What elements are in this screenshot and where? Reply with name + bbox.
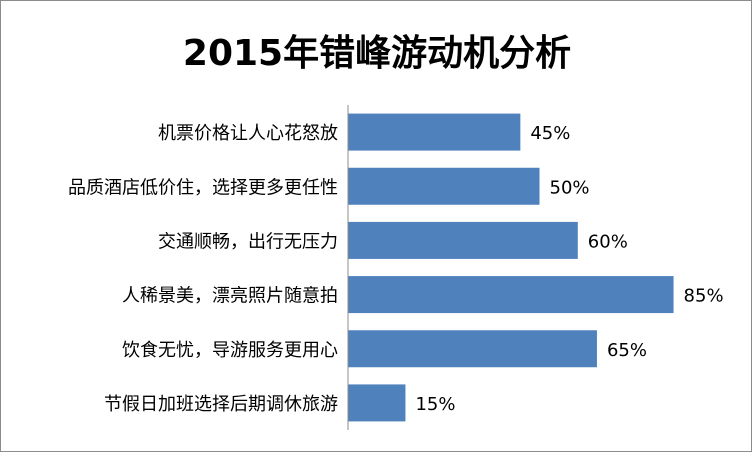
data-label: 60%: [588, 231, 628, 252]
category-labels: 机票价格让人心花怒放品质酒店低价住，选择更多更任性交通顺畅，出行无压力人稀景美，…: [68, 123, 338, 415]
data-label: 45%: [530, 123, 570, 144]
data-label: 15%: [415, 394, 455, 415]
data-label: 50%: [550, 177, 590, 198]
category-label: 品质酒店低价住，选择更多更任性: [68, 177, 338, 198]
bar: [348, 330, 597, 368]
category-label: 饮食无忧，导游服务更用心: [122, 340, 338, 361]
category-label: 机票价格让人心花怒放: [158, 123, 338, 144]
data-label: 65%: [607, 340, 647, 361]
bar: [348, 167, 540, 205]
category-label: 人稀景美，漂亮照片随意拍: [122, 286, 338, 307]
bar: [348, 276, 674, 314]
category-label: 交通顺畅，出行无压力: [158, 231, 338, 252]
bar: [348, 384, 406, 422]
bar-group: [348, 113, 674, 422]
data-label: 85%: [684, 286, 724, 307]
value-labels: 45% 50% 60% 85% 65% 15%: [415, 123, 723, 415]
bar: [348, 221, 578, 259]
category-label: 节假日加班选择后期调休旅游: [104, 394, 338, 415]
chart-title: 2015年错峰游动机分析: [183, 33, 571, 74]
bar: [348, 113, 521, 151]
